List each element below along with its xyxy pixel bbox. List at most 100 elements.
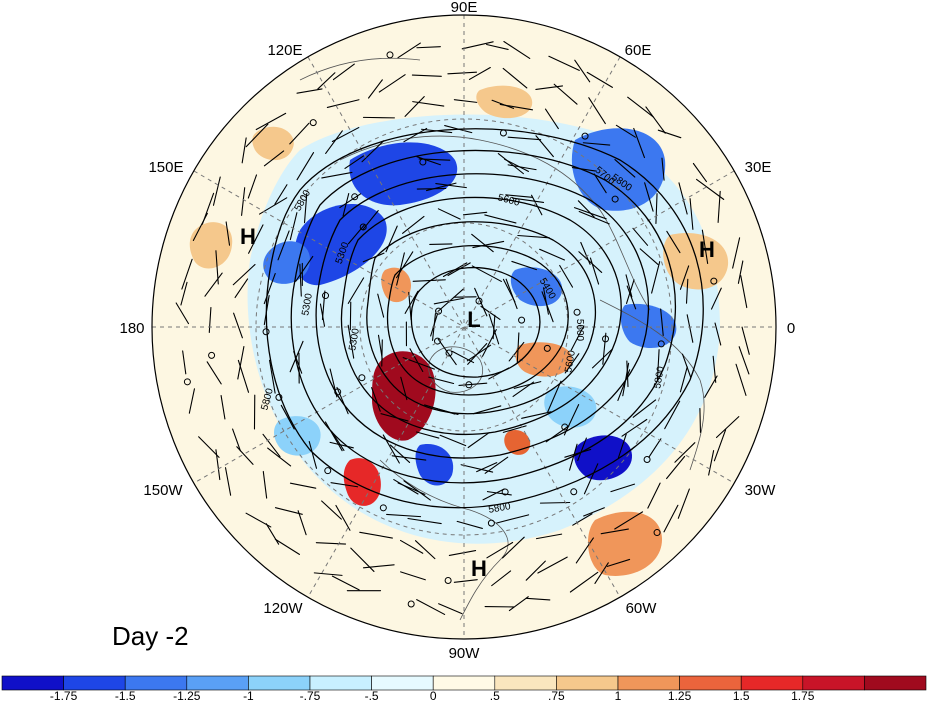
wind-barb <box>589 257 600 285</box>
wind-barb <box>575 537 594 564</box>
anomaly-patch <box>620 303 677 348</box>
wind-barb <box>486 43 509 51</box>
wind-barb <box>678 182 688 215</box>
wind-barb <box>313 572 343 576</box>
wind-barb <box>416 187 447 190</box>
wind-barb <box>467 343 488 365</box>
wind-barb <box>484 214 517 224</box>
contour-label: 5600 <box>563 349 578 373</box>
wind-barb <box>517 234 550 239</box>
wind-barb <box>359 531 393 539</box>
wind-barb <box>204 272 223 297</box>
wind-barb <box>386 513 422 518</box>
wind-barb <box>263 273 276 305</box>
wind-barb <box>664 400 681 430</box>
longitude-label: 120E <box>267 42 302 59</box>
wind-barb <box>710 287 722 310</box>
wind-barb <box>237 359 250 393</box>
wind-barb <box>296 152 315 181</box>
colorbar-cell <box>63 675 126 691</box>
wind-barb <box>535 533 563 540</box>
wind-barb <box>468 66 491 81</box>
colorbar-tick-label: .75 <box>548 689 565 702</box>
calm-wind-marker <box>570 488 578 496</box>
wind-barb <box>488 313 500 345</box>
wind-barb <box>615 124 636 138</box>
wind-barb <box>712 355 717 383</box>
wind-barb <box>215 449 221 481</box>
colorbar-cells <box>1 675 927 691</box>
wind-barb <box>486 541 514 559</box>
wind-barb <box>594 562 609 584</box>
wind-barb <box>696 178 725 200</box>
wind-barb <box>321 500 342 520</box>
wind-barb <box>232 428 241 452</box>
wind-barb <box>539 501 571 504</box>
wind-barb <box>614 158 636 178</box>
calm-wind-marker <box>445 349 453 357</box>
coastline-europe <box>599 299 705 471</box>
wind-barb <box>715 416 740 439</box>
wind-barb <box>471 265 502 282</box>
wind-barb <box>508 596 529 612</box>
wind-barb <box>732 237 741 269</box>
wind-barb <box>447 71 478 75</box>
wind-barb <box>539 248 566 261</box>
wind-barb <box>407 517 442 525</box>
colorbar-tick-label: -1.5 <box>115 689 136 702</box>
wind-barb <box>508 341 525 362</box>
wind-barb <box>456 520 483 529</box>
wind-barb <box>429 243 453 245</box>
colorbar-cell <box>802 675 865 691</box>
wind-barb <box>525 560 546 581</box>
longitude-label: 150E <box>148 159 183 176</box>
wind-barb <box>586 71 613 88</box>
contour-label: 5800 <box>488 501 512 516</box>
wind-barb <box>438 603 463 615</box>
wind-barb <box>511 197 545 203</box>
wind-barb <box>516 332 520 364</box>
wind-barb <box>503 40 531 60</box>
wind-barb <box>416 46 441 49</box>
wind-barb <box>416 599 446 615</box>
wind-barb <box>297 510 307 536</box>
colorbar-tick-labels: -1.75 -1.5 -1.25 -1 -.75 -.5 0 .5 .75 1 1.25 1.5 1.7… <box>50 689 815 702</box>
wind-barb <box>385 225 398 253</box>
wind-barb <box>737 260 744 284</box>
wind-barb <box>740 275 748 309</box>
wind-barb <box>583 507 605 517</box>
wind-barb <box>415 431 440 439</box>
wind-barb <box>414 540 436 560</box>
colorbar-tick-label: -1.25 <box>173 689 201 702</box>
wind-barb <box>451 350 475 364</box>
contour-5600 <box>315 173 650 459</box>
wind-barb <box>511 260 538 271</box>
wind-barb <box>738 346 750 375</box>
wind-barb <box>289 212 298 241</box>
calm-wind-marker <box>643 456 651 464</box>
wind-barb <box>289 122 310 145</box>
colorbar-cell <box>248 675 311 691</box>
wind-barb <box>402 215 425 234</box>
wind-barb <box>326 99 360 108</box>
colorbar-tick-label: 1.25 <box>668 689 692 702</box>
coastline-asia-east <box>299 57 421 81</box>
wind-barb <box>544 108 559 130</box>
calm-wind-marker <box>581 132 589 140</box>
wind-barb <box>325 130 343 154</box>
contour-5500 <box>340 196 622 435</box>
wind-barb <box>234 278 249 299</box>
wind-barb <box>481 329 497 357</box>
contour-label: 5600 <box>574 319 585 342</box>
wind-barb <box>237 346 245 380</box>
wind-barb <box>484 456 509 474</box>
wind-barb <box>295 255 314 282</box>
wind-barb <box>368 79 383 99</box>
wind-barb <box>347 277 365 304</box>
colorbar-tick-label: 0 <box>430 689 437 702</box>
wind-barb <box>248 224 264 254</box>
coastline-greenland <box>428 346 483 393</box>
wind-barb <box>225 221 231 246</box>
wind-barb <box>411 74 442 77</box>
